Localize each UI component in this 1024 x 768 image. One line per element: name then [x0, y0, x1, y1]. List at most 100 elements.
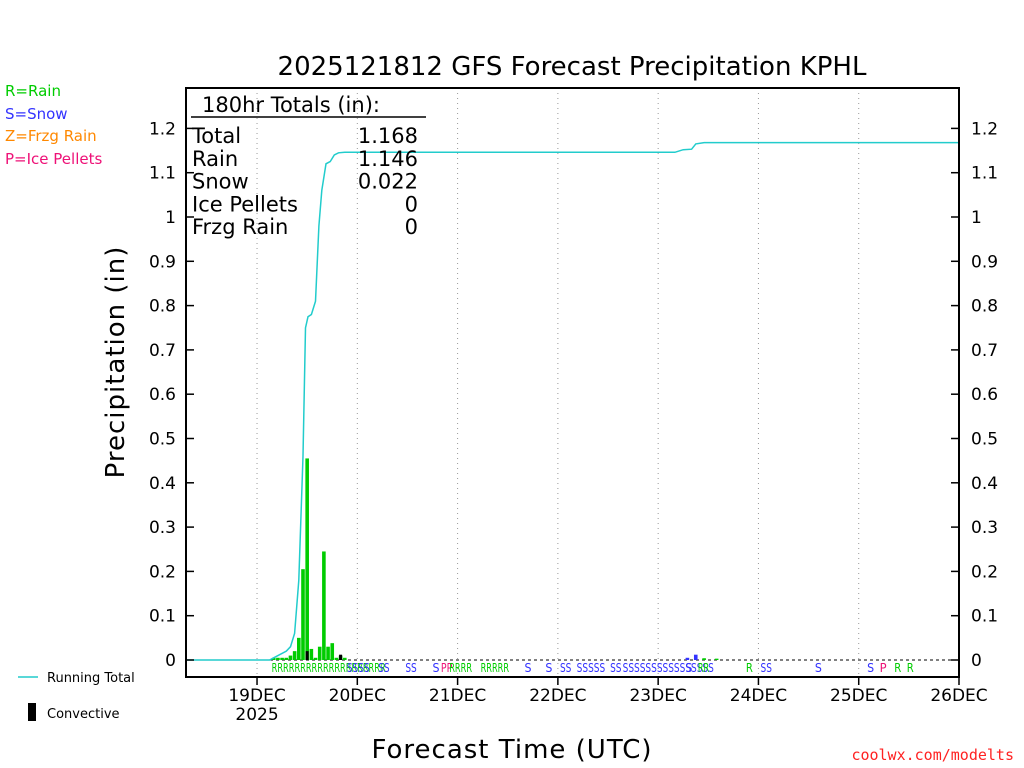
precip-bar	[297, 637, 301, 660]
precip-bar	[292, 651, 297, 660]
ptype-marker: SS	[761, 661, 772, 675]
totals-row-label: Frzg Rain	[192, 215, 288, 239]
ptype-marker: S	[545, 661, 552, 675]
x-tick-label: 26DEC	[930, 686, 987, 706]
y-tick-label-left: 0.8	[149, 297, 176, 317]
totals-row-label: Total	[191, 124, 241, 148]
chart-title: 2025121812 GFS Forecast Precipitation KP…	[278, 52, 867, 82]
totals-row-value: 0	[405, 215, 418, 239]
ptype-marker: SS	[378, 661, 389, 675]
x-tick-label: 22DEC	[529, 686, 586, 706]
precip-bar	[317, 646, 322, 660]
legend-frzg-rain: Z=Frzg Rain	[5, 127, 97, 145]
x-axis-title: Forecast Time (UTC)	[371, 735, 652, 765]
ptype-marker: S	[524, 661, 531, 675]
y-tick-label-right: 0.6	[971, 385, 998, 405]
y-tick-label-right: 0.3	[971, 518, 998, 538]
x-tick-label: 25DEC	[830, 686, 887, 706]
ptype-marker: RRRR	[449, 661, 472, 675]
precip-bar	[276, 657, 280, 660]
ptype-marker: S	[815, 661, 822, 675]
totals-row-label: Rain	[192, 147, 238, 171]
y-tick-label-right: 0	[971, 651, 982, 671]
y-tick-label-right: 0.2	[971, 562, 998, 582]
x-tick-label: 24DEC	[730, 686, 787, 706]
totals-header: 180hr Totals (in):	[202, 93, 380, 117]
credit-link[interactable]: coolwx.com/modelts	[851, 746, 1014, 764]
precip-bar	[309, 648, 314, 660]
y-tick-label-left: 1.2	[149, 119, 176, 139]
ptype-legend: R=Rain S=Snow Z=Frzg Rain P=Ice Pellets	[5, 82, 102, 168]
ptype-marker: SSSSSSSSSSSSSSSS	[623, 661, 714, 675]
precip-bar	[280, 657, 284, 660]
totals-row-value: 0	[405, 192, 418, 216]
x-tick-label: 20DEC	[329, 686, 386, 706]
y-tick-label-left: 0	[165, 651, 176, 671]
ptype-marker: SS	[610, 661, 621, 675]
ptype-marker: R	[746, 661, 753, 675]
convective-bar	[305, 651, 309, 660]
precip-bar	[326, 646, 330, 660]
totals-row-value: 0.022	[358, 170, 418, 194]
y-tick-label-left: 0.9	[149, 252, 176, 272]
y-tick-label-left: 0.3	[149, 518, 176, 538]
precip-bar	[714, 658, 719, 660]
y-tick-label-right: 1.1	[971, 164, 998, 184]
precip-bar	[330, 643, 335, 660]
x-tick-label: 19DEC	[228, 686, 285, 706]
ptype-marker: SSSS	[347, 661, 370, 675]
y-axis-title: Precipitation (in)	[101, 246, 131, 479]
precip-bar	[685, 657, 690, 660]
ptype-marker: SS	[405, 661, 416, 675]
precip-bar	[288, 655, 293, 660]
legend-ice-pellets: P=Ice Pellets	[5, 150, 102, 168]
precip-bar	[702, 658, 706, 660]
ptype-marker: S	[685, 661, 692, 675]
precip-bar	[334, 657, 339, 660]
y-axis-ticks: 0 00.1 0.10.2 0.20.3 0.30.4 0.40.5 0.50.6 0.60.…	[149, 119, 998, 671]
ptype-marker: RRRRRRRRRRRRRRRRRRRR	[272, 661, 386, 675]
precip-bar	[301, 569, 305, 660]
y-tick-label-right: 0.1	[971, 607, 998, 627]
x-tick-label: 21DEC	[429, 686, 486, 706]
y-tick-label-left: 0.5	[149, 430, 176, 450]
convective-key-swatch	[28, 703, 36, 721]
ptype-marker: PP	[441, 661, 452, 675]
y-tick-label-right: 0.5	[971, 430, 998, 450]
convective-key-label: Convective	[47, 707, 120, 722]
y-tick-label-right: 0.4	[971, 474, 998, 494]
totals-row-label: Ice Pellets	[192, 192, 298, 216]
legend-snow: S=Snow	[5, 105, 68, 123]
totals-row-label: Snow	[192, 170, 249, 194]
y-tick-label-left: 0.4	[149, 474, 176, 494]
ptype-marker: RR	[698, 661, 709, 675]
precip-bar	[305, 458, 309, 660]
precip-bar	[342, 657, 347, 660]
y-tick-label-left: 0.2	[149, 562, 176, 582]
precip-bar	[693, 654, 698, 660]
ptype-marker: S	[433, 661, 440, 675]
y-tick-label-right: 0.9	[971, 252, 998, 272]
precip-bar	[271, 657, 276, 660]
convective-bar	[339, 654, 343, 660]
x-tick-label: 23DEC	[629, 686, 686, 706]
y-tick-label-left: 1	[165, 208, 176, 228]
totals-row-value: 1.146	[358, 147, 418, 171]
ptype-marker: S	[867, 661, 874, 675]
y-tick-label-left: 0.6	[149, 385, 176, 405]
y-tick-label-left: 0.1	[149, 607, 176, 627]
y-tick-label-right: 1.2	[971, 119, 998, 139]
precip-bar	[322, 551, 326, 660]
y-tick-label-left: 1.1	[149, 164, 176, 184]
plot-frame	[185, 87, 960, 678]
ptype-marker: RRRRR	[481, 661, 510, 675]
precip-bar	[284, 657, 289, 660]
ptype-marker: R	[894, 661, 901, 675]
precip-bar	[313, 657, 318, 660]
legend-rain: R=Rain	[5, 82, 61, 100]
convective-bars	[305, 651, 343, 660]
ptype-marker: P	[880, 661, 887, 675]
